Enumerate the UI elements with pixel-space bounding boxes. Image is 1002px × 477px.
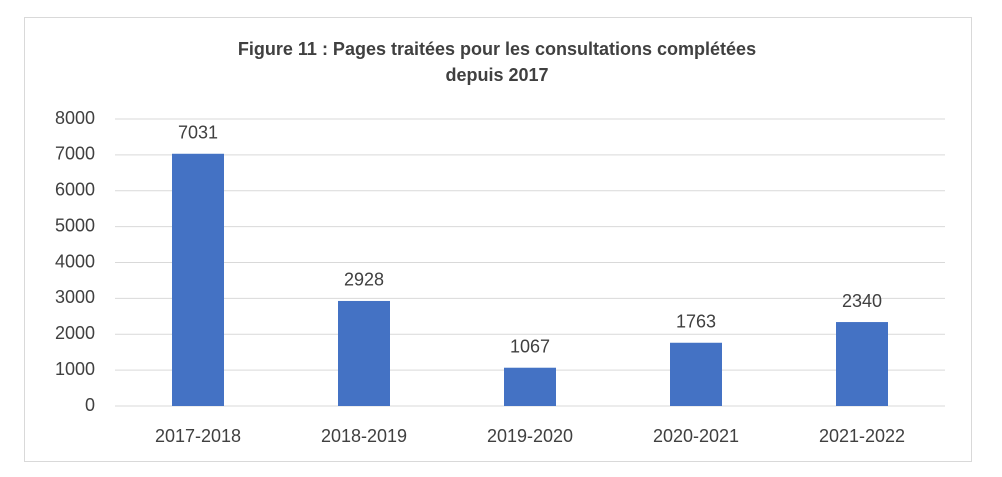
y-tick-label: 3000	[55, 287, 95, 307]
y-tick-label: 5000	[55, 215, 95, 235]
bar	[504, 367, 556, 406]
bar	[172, 153, 224, 406]
bar	[670, 342, 722, 406]
bar	[836, 322, 888, 406]
chart-title: Figure 11 : Pages traitées pour les cons…	[238, 39, 756, 59]
x-tick-label: 2021-2022	[819, 426, 905, 446]
data-label: 1067	[510, 336, 550, 356]
y-tick-label: 0	[85, 395, 95, 415]
x-tick-label: 2018-2019	[321, 426, 407, 446]
y-tick-label: 2000	[55, 323, 95, 343]
data-label: 1763	[676, 312, 716, 332]
y-tick-label: 8000	[55, 108, 95, 128]
y-tick-label: 1000	[55, 359, 95, 379]
data-label: 2340	[842, 291, 882, 311]
y-tick-label: 7000	[55, 144, 95, 164]
x-tick-label: 2020-2021	[653, 426, 739, 446]
x-tick-label: 2019-2020	[487, 426, 573, 446]
data-label: 7031	[178, 123, 218, 143]
data-label: 2928	[344, 270, 384, 290]
bar	[338, 300, 390, 406]
x-tick-label: 2017-2018	[155, 426, 241, 446]
y-tick-label: 4000	[55, 251, 95, 271]
chart-title: depuis 2017	[445, 65, 548, 85]
y-tick-label: 6000	[55, 180, 95, 200]
